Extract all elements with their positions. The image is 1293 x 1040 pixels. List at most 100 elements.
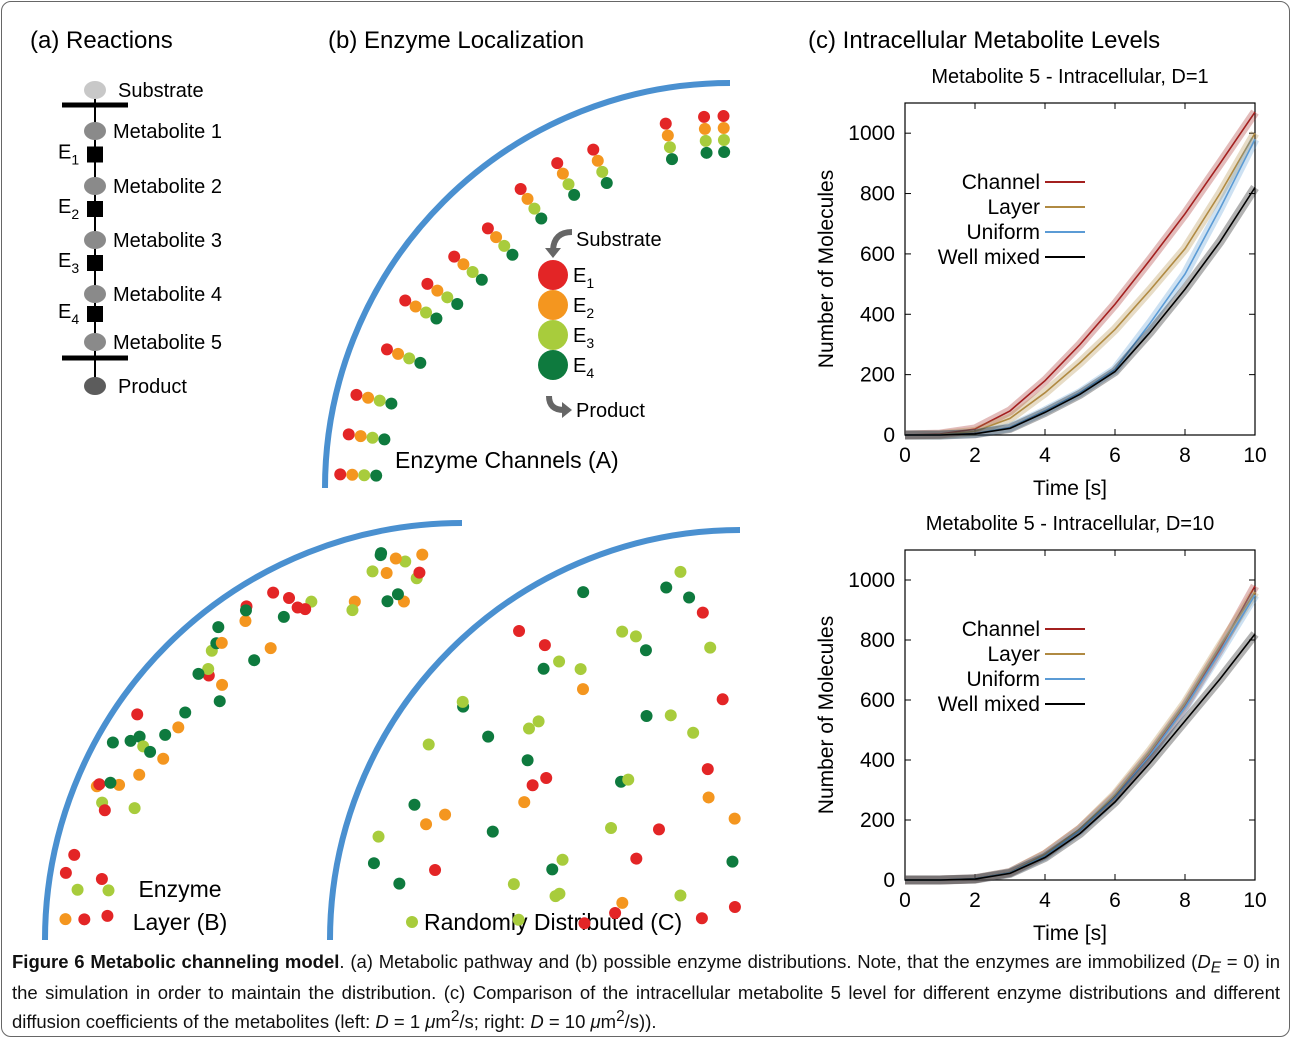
enzyme-dot <box>540 772 553 785</box>
enzyme-dot <box>456 695 469 708</box>
enzyme-dot <box>687 726 700 739</box>
enzyme-dot <box>448 250 461 263</box>
enzyme-dot <box>695 912 708 925</box>
enzyme-dot <box>68 848 81 861</box>
y-axis-label: Number of Molecules <box>815 170 838 368</box>
legend-label: Uniform <box>966 668 1040 691</box>
enzyme-dot <box>408 798 421 811</box>
enzyme-dot <box>609 906 622 919</box>
enzyme-dot <box>546 863 559 876</box>
enzyme-dot <box>334 468 347 481</box>
node-label: Product <box>118 376 187 398</box>
enzyme-dot <box>482 730 495 743</box>
enzyme-dot <box>696 606 709 619</box>
panel-c-title: (c) Intracellular Metabolite Levels <box>808 27 1160 54</box>
enzyme-dot <box>277 610 290 623</box>
y-tick-label: 400 <box>860 749 895 772</box>
enzyme-dot <box>523 722 536 735</box>
legend-enzyme-label: E2 <box>573 295 594 321</box>
enzyme-dot <box>562 178 575 191</box>
enzyme-dot <box>578 917 591 930</box>
enzyme-dot <box>413 566 426 579</box>
enzyme-dot <box>202 662 215 675</box>
enzyme-dot <box>431 284 444 297</box>
layer-label: Enzyme <box>138 876 221 902</box>
y-tick-label: 0 <box>883 424 895 447</box>
legend-product: Product <box>576 400 645 422</box>
enzyme-dot <box>457 258 470 271</box>
enzyme-label: E4 <box>58 301 79 327</box>
caption-text: = 1 <box>388 1010 426 1032</box>
enzyme-dot <box>568 188 581 201</box>
enzyme-dot <box>380 567 393 580</box>
caption-symbol: D <box>375 1010 389 1032</box>
legend-enzyme-label-symbol: E <box>573 355 586 377</box>
enzyme-dot <box>192 667 205 680</box>
enzyme-dot <box>98 804 111 817</box>
caption-text: m <box>435 1010 451 1032</box>
substrate-arrow <box>550 229 573 251</box>
enzyme-dot <box>537 662 550 675</box>
enzyme-dot <box>553 655 566 668</box>
legend-enzyme-label: E4 <box>573 355 594 381</box>
node-label: Metabolite 2 <box>113 176 222 198</box>
enzyme-dot <box>239 604 252 617</box>
y-tick-label: 200 <box>860 364 895 387</box>
enzyme-dot <box>215 636 228 649</box>
caption-superscript: 2 <box>450 1007 460 1025</box>
enzyme-dot <box>717 110 730 123</box>
legend-enzyme <box>538 260 568 290</box>
legend-enzyme-label-symbol: E <box>573 265 586 287</box>
enzyme-dot <box>373 394 386 407</box>
enzyme-dot <box>629 630 642 643</box>
enzyme-dot <box>666 153 679 166</box>
plot-frame <box>904 102 1256 436</box>
enzyme-box <box>87 201 103 217</box>
arrow-head <box>562 402 572 418</box>
enzyme-dot <box>406 916 418 928</box>
x-tick-label: 4 <box>1039 889 1051 912</box>
y-tick-label: 1000 <box>848 569 895 592</box>
caption-superscript: 2 <box>616 1007 625 1025</box>
enzyme-dot <box>93 778 106 791</box>
legend-label: Well mixed <box>938 246 1040 269</box>
node-label: Metabolite 1 <box>113 121 222 143</box>
enzyme-dot <box>95 873 108 886</box>
enzyme-dot <box>498 239 511 252</box>
metabolite-node <box>84 333 106 351</box>
enzyme-dot <box>591 154 604 167</box>
enzyme-dot <box>490 231 503 244</box>
enzyme-dot <box>538 639 551 652</box>
enzyme-dot <box>380 343 393 356</box>
enzyme-label-symbol: E <box>58 196 71 218</box>
series-line <box>904 111 1256 436</box>
legend-enzyme-label-subscript: 3 <box>586 335 594 351</box>
y-tick-label: 1000 <box>848 122 895 145</box>
enzyme-dot <box>441 291 454 304</box>
enzyme-dot <box>131 708 144 721</box>
enzyme-label-subscript: 1 <box>71 152 79 168</box>
enzyme-dot <box>104 776 117 789</box>
caption-symbol: D <box>1197 951 1211 972</box>
enzyme-dot <box>451 298 464 311</box>
metabolite-node <box>84 81 106 99</box>
enzyme-dot <box>532 715 545 728</box>
x-axis-label: Time [s] <box>1033 922 1107 945</box>
panel-b-title: (b) Enzyme Localization <box>328 27 584 54</box>
y-tick-label: 0 <box>883 869 895 892</box>
enzyme-dot <box>367 857 380 870</box>
caption-symbol: μ <box>425 1010 436 1032</box>
enzyme-dot <box>481 222 494 235</box>
caption-text: m <box>600 1010 617 1032</box>
channels-label: Enzyme Channels (A) <box>395 447 619 473</box>
enzyme-dot <box>556 167 569 180</box>
x-tick-label: 4 <box>1039 444 1051 467</box>
enzyme-dot <box>358 469 371 482</box>
metabolite-node <box>84 122 106 140</box>
caption-text: /s)). <box>624 1010 657 1032</box>
legend-label: Channel <box>962 171 1040 194</box>
enzyme-dot <box>521 754 534 767</box>
enzyme-dot <box>699 134 712 147</box>
y-tick-label: 600 <box>860 243 895 266</box>
caption-text: = 0) in the simulation in order to maint… <box>12 951 1280 1032</box>
